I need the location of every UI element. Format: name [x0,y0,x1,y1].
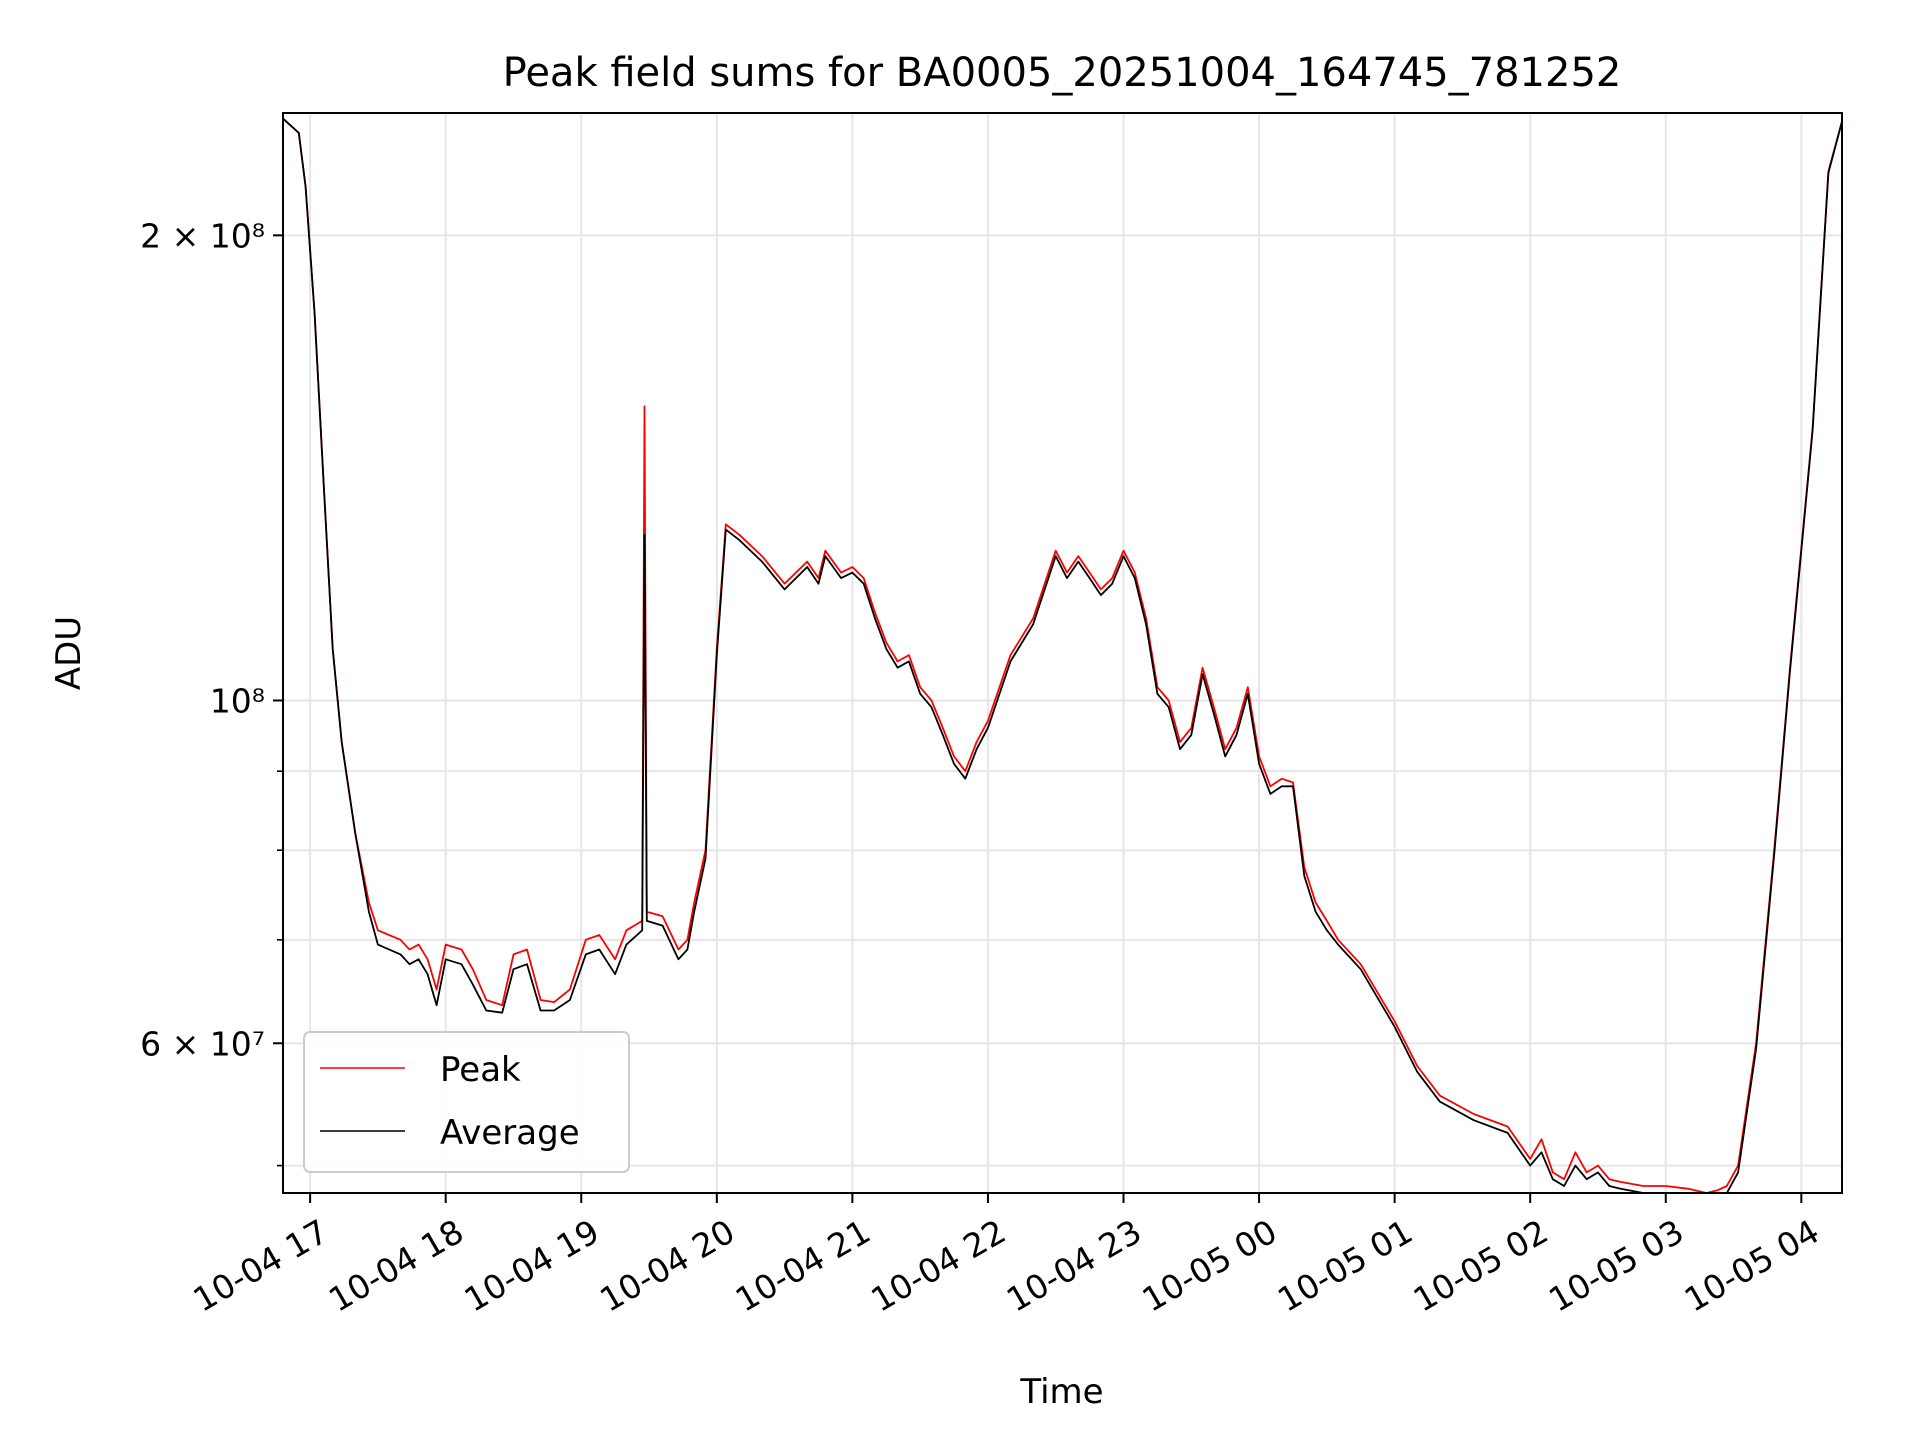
legend-box [303,1031,630,1173]
legend: Peak Average [303,1031,630,1173]
series-line-peak [283,117,1842,1193]
x-axis-label: Time [1019,1372,1103,1412]
series-line-average [283,117,1842,1193]
plot-frame [282,112,1843,1194]
y-tick-label: 2 × 10⁸ [140,216,265,255]
legend-label-average: Average [440,1113,580,1153]
y-tick-label: 6 × 10⁷ [140,1024,265,1063]
y-axis-label: ADU [49,616,89,690]
series-layer [283,117,1842,1193]
chart-title: Peak field sums for BA0005_20251004_1647… [503,50,1622,96]
y-tick-label: 10⁸ [210,681,265,720]
legend-label-peak: Peak [440,1050,521,1090]
